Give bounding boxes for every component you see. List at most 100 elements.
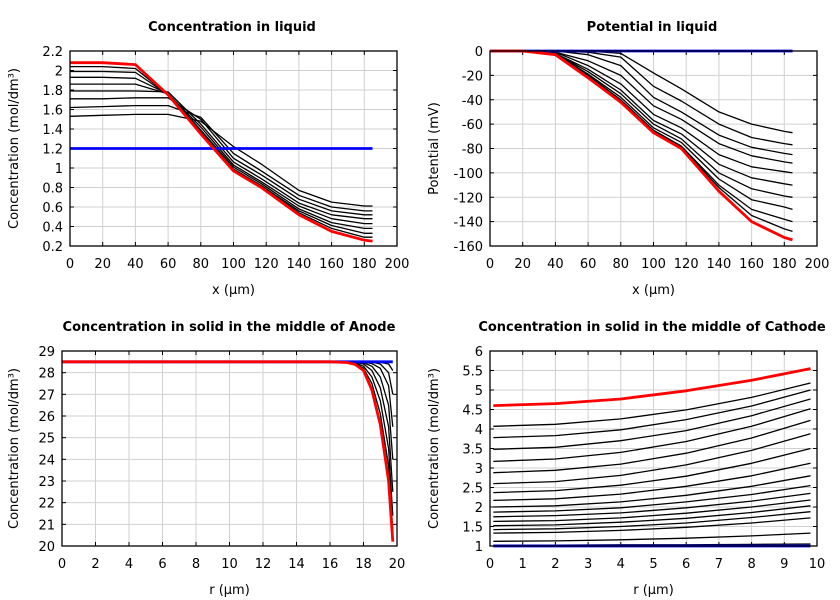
- series-line: [493, 462, 811, 502]
- series-line: [70, 76, 373, 230]
- series-line: [493, 505, 811, 527]
- y-tick-label: 2: [475, 501, 483, 516]
- y-tick-label: 4.5: [462, 404, 483, 419]
- y-tick-label: 21: [38, 518, 55, 533]
- series-line: [493, 499, 811, 523]
- chart-4: 0 1 2 3 4 5 6 7 8 9 1011.522.533.544.555.56Concent…: [427, 320, 826, 598]
- y-tick-label: 6: [475, 345, 483, 360]
- series-line: [493, 447, 811, 494]
- series-line: [493, 398, 811, 450]
- series-line: [70, 90, 373, 220]
- chart-2: 0 20 40 60 80 100 120 140 160 180 200 -160 -140 -120 -…: [427, 20, 829, 298]
- y-tick-label: -60: [462, 118, 483, 133]
- series-line: [493, 433, 811, 485]
- series-line: [493, 511, 811, 531]
- x-tick-label: 100: [641, 257, 666, 272]
- y-tick-label: 3.5: [462, 443, 483, 458]
- y-axis-label: Concentration (mol/dm³): [7, 368, 22, 529]
- series-line: [493, 408, 811, 463]
- y-tick-label: 0.8: [42, 182, 63, 197]
- x-tick-label: 18: [355, 557, 372, 572]
- chart-title: Potential in liquid: [587, 20, 718, 35]
- chart-title: Concentration in liquid: [148, 20, 316, 35]
- series-line: [493, 532, 811, 542]
- plot-frame: [61, 350, 398, 547]
- y-tick-label: 27: [38, 388, 55, 403]
- y-tick-label: -120: [453, 191, 483, 206]
- x-tick-label: 200: [805, 257, 830, 272]
- series-line: [493, 419, 811, 474]
- x-axis-label: x (µm): [632, 283, 675, 298]
- y-tick-label: 28: [38, 367, 55, 382]
- y-tick-label: 0.4: [42, 221, 63, 236]
- y-tick-label: 26: [38, 410, 55, 425]
- series-line: [62, 361, 394, 395]
- x-tick-label: 40: [127, 257, 144, 272]
- x-tick-label: 9: [780, 557, 788, 572]
- x-tick-label: 6: [682, 557, 690, 572]
- y-tick-label: 1.2: [42, 143, 63, 158]
- x-tick-label: 160: [739, 257, 764, 272]
- y-tick-label: 0.2: [42, 240, 63, 255]
- y-tick-label: -140: [453, 216, 483, 231]
- series-line: [69, 113, 373, 207]
- x-tick-label: 20: [94, 257, 111, 272]
- y-tick-label: -20: [462, 69, 483, 84]
- y-tick-label: 2: [55, 65, 63, 80]
- x-tick-label: 4: [125, 557, 133, 572]
- y-tick-label: -80: [462, 143, 483, 158]
- x-tick-label: 40: [547, 257, 564, 272]
- x-tick-label: 180: [352, 257, 377, 272]
- y-tick-label: 25: [38, 432, 55, 447]
- x-tick-label: 1: [519, 557, 527, 572]
- series-line: [62, 361, 394, 492]
- y-tick-label: 2.5: [462, 482, 483, 497]
- y-tick-label: 0: [475, 45, 483, 60]
- x-tick-label: 7: [715, 557, 723, 572]
- y-tick-label: 3: [475, 462, 483, 477]
- y-tick-label: 29: [38, 345, 55, 360]
- x-tick-label: 0: [486, 257, 494, 272]
- series-line: [493, 389, 811, 439]
- x-tick-label: 2: [91, 557, 99, 572]
- x-tick-label: 12: [255, 557, 272, 572]
- y-tick-label: 1: [55, 162, 63, 177]
- y-tick-label: -160: [453, 240, 483, 255]
- x-tick-label: 120: [254, 257, 279, 272]
- y-tick-label: 5: [475, 384, 483, 399]
- x-tick-label: 8: [192, 557, 200, 572]
- series-line: [62, 361, 394, 516]
- series-line: [70, 97, 373, 216]
- x-tick-label: 4: [617, 557, 625, 572]
- series-line: [493, 517, 811, 534]
- y-tick-label: 24: [38, 453, 55, 468]
- series-line: [69, 104, 373, 212]
- y-tick-label: 22: [38, 497, 55, 512]
- chart-3: 0 2 4 6 8 10 12 14 16 18 2020212223242526272829Con…: [7, 320, 405, 598]
- x-axis-label: r (µm): [209, 583, 250, 598]
- x-tick-label: 140: [286, 257, 311, 272]
- x-tick-label: 60: [160, 257, 177, 272]
- x-tick-label: 100: [221, 257, 246, 272]
- x-axis-label: r (µm): [633, 583, 674, 598]
- plot-frame: [489, 350, 818, 547]
- x-tick-label: 80: [613, 257, 630, 272]
- series-line-final: [70, 61, 373, 243]
- x-tick-label: 2: [551, 557, 559, 572]
- series-line: [70, 65, 373, 238]
- y-tick-label: 1.6: [42, 104, 63, 119]
- y-tick-label: 20: [38, 540, 55, 555]
- chart-1: 0 20 40 60 80 100 120 140 160 180 200 0.2 0.4 0.6 0.8 1…: [7, 20, 409, 298]
- series-line: [62, 361, 394, 460]
- x-tick-label: 60: [580, 257, 597, 272]
- x-tick-label: 160: [319, 257, 344, 272]
- series-line: [493, 382, 811, 427]
- series-line: [493, 492, 811, 518]
- y-tick-label: 1: [475, 540, 483, 555]
- x-tick-label: 20: [514, 257, 531, 272]
- plot-frame: [69, 50, 398, 247]
- y-tick-label: 2.2: [42, 45, 63, 60]
- series-line: [70, 83, 373, 225]
- x-tick-label: 3: [584, 557, 592, 572]
